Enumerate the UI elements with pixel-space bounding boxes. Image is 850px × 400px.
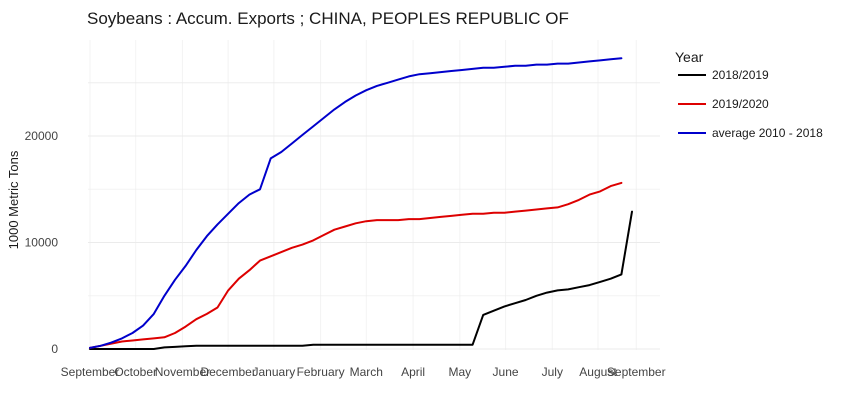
- x-tick-label: April: [401, 365, 425, 379]
- x-tick-label: January: [253, 365, 296, 379]
- legend-label-average-2010-2018: average 2010 - 2018: [712, 126, 823, 140]
- y-tick-label: 10000: [25, 236, 59, 250]
- x-tick-label: February: [297, 365, 345, 379]
- x-tick-label: December: [200, 365, 255, 379]
- y-axis-label: 1000 Metric Tons: [6, 150, 21, 249]
- series-line-average-2010-2018: [89, 57, 623, 349]
- x-tick-label: November: [155, 365, 210, 379]
- x-tick-label: October: [114, 365, 157, 379]
- grid-lines: [88, 40, 660, 350]
- x-tick-label: September: [607, 365, 666, 379]
- legend: Year 2018/2019 2019/2020 average 2010 - 20…: [675, 49, 823, 140]
- series-line-2019-2020: [89, 181, 623, 349]
- x-tick-label: March: [350, 365, 383, 379]
- y-axis-ticks: 0 10000 20000: [25, 129, 59, 356]
- y-tick-label: 0: [51, 342, 58, 356]
- x-tick-label: August: [579, 365, 617, 379]
- legend-label-2019-2020: 2019/2020: [712, 97, 769, 111]
- y-tick-label: 20000: [25, 129, 59, 143]
- x-tick-label: June: [493, 365, 519, 379]
- x-tick-label: September: [61, 365, 120, 379]
- legend-label-2018-2019: 2018/2019: [712, 68, 769, 82]
- series-line-2018-2019: [89, 210, 633, 350]
- series-layer: [89, 57, 633, 350]
- legend-title: Year: [675, 49, 704, 65]
- chart-title: Soybeans : Accum. Exports ; CHINA, PEOPL…: [87, 9, 569, 28]
- x-tick-label: May: [448, 365, 471, 379]
- x-tick-label: July: [542, 365, 563, 379]
